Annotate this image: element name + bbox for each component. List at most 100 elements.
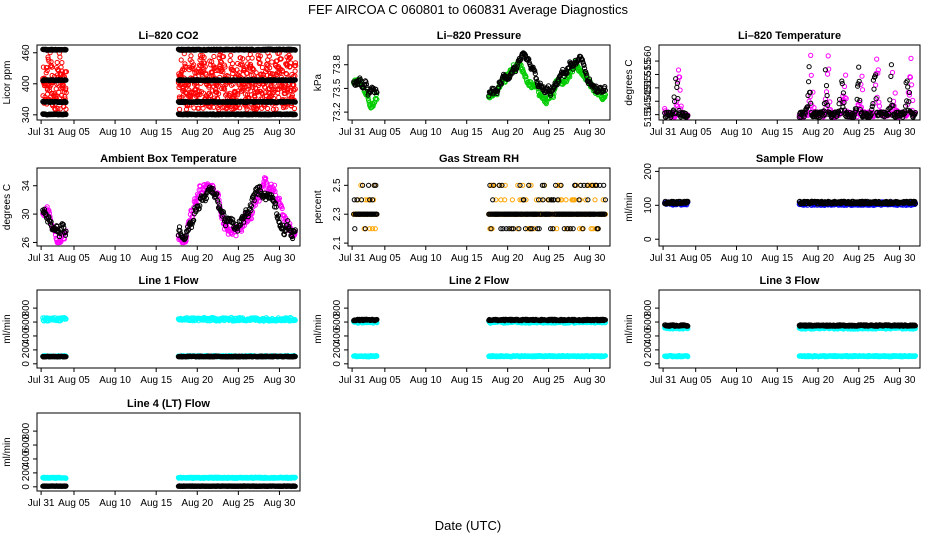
series-box-temp <box>40 183 298 243</box>
y-tick-label: 30 <box>21 208 32 220</box>
x-ticks: Jul 31 Aug 05 Aug 10 Aug 15 Aug 20 Aug 25 Aug … <box>28 120 296 138</box>
x-tick-label: Aug 05 <box>58 127 90 138</box>
data-point <box>49 64 55 70</box>
data-point <box>287 63 293 70</box>
data-point <box>229 61 236 67</box>
data-point <box>228 52 234 58</box>
plot-frame <box>347 167 611 247</box>
x-tick-label: Aug 10 <box>721 127 753 138</box>
data-point <box>249 55 255 61</box>
x-tick-label: Jul 31 <box>650 253 677 264</box>
data-point <box>293 62 299 69</box>
x-tick-label: Aug 25 <box>223 127 255 138</box>
data-point <box>222 64 228 70</box>
plot-frame <box>658 44 921 121</box>
plot-frame <box>347 44 611 121</box>
data-point <box>674 84 680 91</box>
data-point <box>220 54 227 60</box>
x-tick-label: Aug 10 <box>721 253 753 264</box>
x-tick-label: Aug 05 <box>680 127 712 138</box>
data-point <box>216 91 222 97</box>
data-point <box>178 72 184 78</box>
data-point <box>63 90 69 96</box>
panel-title: Gas Stream RH <box>439 153 519 165</box>
y-axis-label: kPa <box>313 73 324 91</box>
y-tick-label: 0 <box>643 236 654 242</box>
data-point <box>237 105 243 111</box>
data-point <box>905 84 911 90</box>
data-point <box>191 62 197 68</box>
x-tick-label: Jul 31 <box>28 127 55 138</box>
x-ticks: Jul 31 Aug 05 Aug 10 Aug 15 Aug 20 Aug 25 Aug … <box>650 120 916 138</box>
data-point <box>208 62 214 68</box>
data-point <box>40 64 47 70</box>
x-tick-label: Aug 10 <box>410 127 442 138</box>
data-point <box>874 56 880 62</box>
data-point <box>292 77 298 83</box>
series-line1-low <box>40 353 298 360</box>
data-point <box>207 104 213 110</box>
data-point <box>201 54 207 61</box>
x-tick-label: Aug 30 <box>884 253 916 264</box>
data-point <box>54 59 60 66</box>
data-point <box>267 65 273 71</box>
data-point <box>859 73 865 79</box>
data-point <box>230 70 236 77</box>
data-point <box>592 197 598 203</box>
data-point <box>44 67 50 74</box>
y-ticks: 73.273.573.8 <box>332 55 348 122</box>
x-tick-label: Aug 10 <box>99 127 131 138</box>
data-point <box>278 56 284 62</box>
data-point <box>292 68 298 74</box>
y-axis-label: ml/min <box>2 314 13 343</box>
data-point <box>182 61 188 67</box>
data-point <box>55 105 61 112</box>
y-ticks: 2.12.32.5 <box>332 178 348 250</box>
data-point <box>288 60 294 66</box>
y-tick-label: 340 <box>21 106 32 123</box>
data-point <box>856 64 862 70</box>
series-temp-spikes <box>662 52 919 120</box>
data-point <box>806 79 812 85</box>
data-point <box>871 86 877 92</box>
x-tick-label: Aug 30 <box>574 127 606 138</box>
x-tick-label: Aug 25 <box>843 253 875 264</box>
x-tick-label: Aug 15 <box>140 253 172 264</box>
data-point <box>63 99 69 106</box>
y-tick-label: 460 <box>21 44 32 61</box>
data-point <box>372 226 378 232</box>
series-sample-flow <box>662 198 919 207</box>
data-point <box>217 58 224 64</box>
data-points <box>351 182 609 232</box>
data-points <box>662 52 919 120</box>
data-points <box>662 198 919 208</box>
x-tick-label: Aug 20 <box>492 253 524 264</box>
x-tick-label: Aug 05 <box>58 253 90 264</box>
x-tick-label: Aug 15 <box>761 253 793 264</box>
y-axis-label: Licor ppm <box>2 61 13 105</box>
data-point <box>888 73 894 80</box>
data-point <box>177 106 183 113</box>
data-point <box>509 197 516 203</box>
data-point <box>257 53 263 59</box>
data-point <box>254 89 260 95</box>
plot-frame <box>36 167 301 247</box>
x-tick-label: Aug 30 <box>264 127 296 138</box>
data-point <box>259 91 265 97</box>
panel-title: Li–820 Pressure <box>437 30 521 42</box>
x-ticks: Jul 31 Aug 05 Aug 10 Aug 15 Aug 20 Aug 25 Aug … <box>28 246 296 264</box>
data-point <box>292 60 299 66</box>
data-point <box>264 105 271 112</box>
data-point <box>825 53 831 59</box>
series-rh-alt <box>351 182 609 232</box>
data-point <box>823 83 830 89</box>
x-tick-label: Aug 30 <box>884 127 916 138</box>
data-point <box>292 99 298 105</box>
x-ticks: Jul 31 Aug 05 Aug 10 Aug 15 Aug 20 Aug 25 Aug … <box>650 246 916 264</box>
